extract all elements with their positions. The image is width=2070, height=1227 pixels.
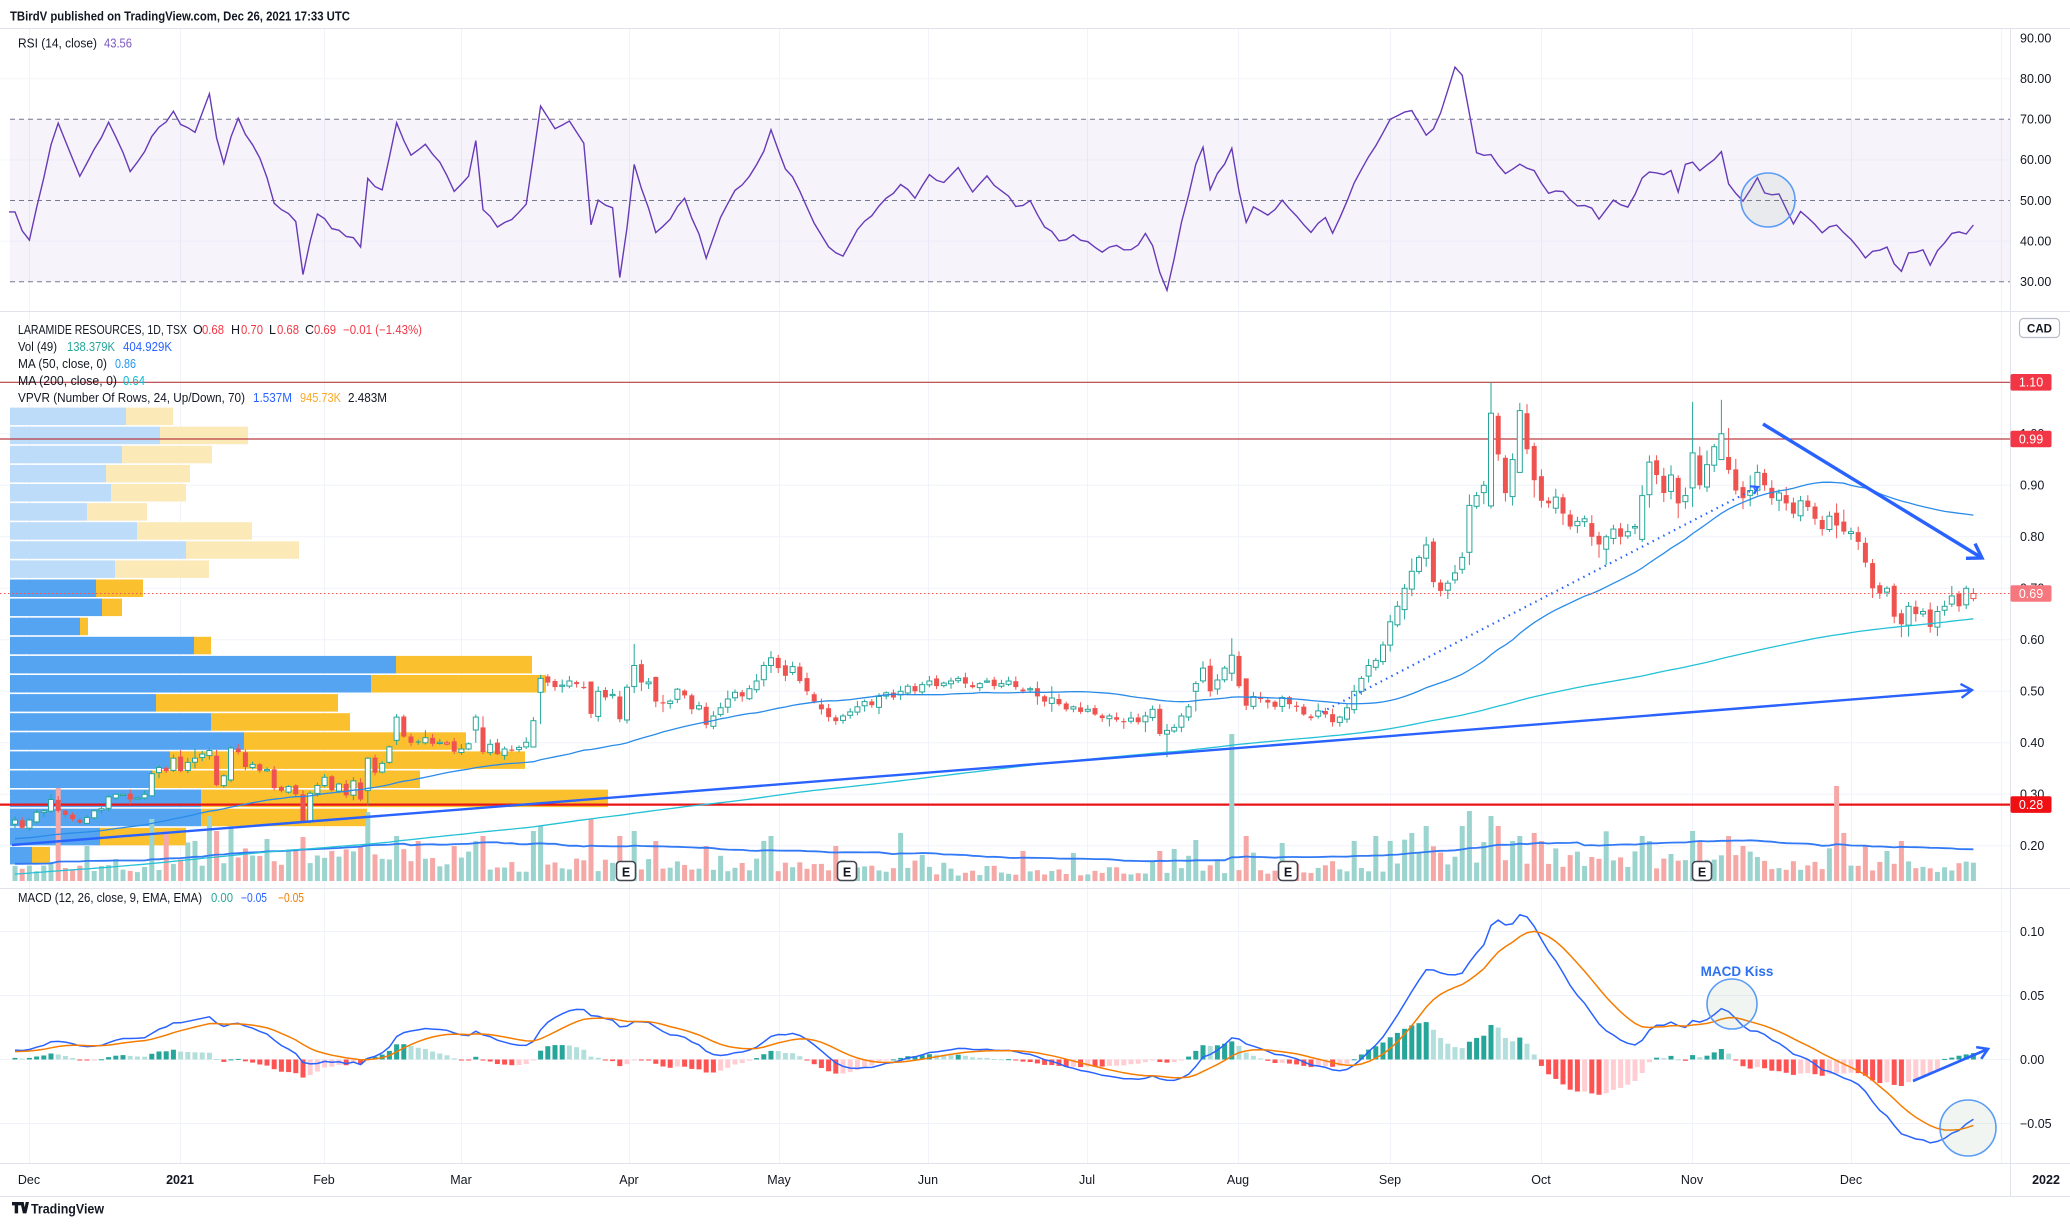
svg-text:0.68: 0.68: [202, 323, 224, 337]
svg-text:O: O: [193, 323, 203, 337]
svg-text:0.69: 0.69: [2019, 587, 2043, 601]
svg-text:May: May: [767, 1173, 791, 1187]
svg-text:0.86: 0.86: [115, 357, 136, 371]
svg-text:2.483M: 2.483M: [348, 391, 387, 405]
svg-text:0.20: 0.20: [2020, 839, 2044, 853]
svg-text:0.90: 0.90: [2020, 479, 2044, 493]
svg-text:−0.05: −0.05: [2020, 1117, 2052, 1131]
svg-text:0.00: 0.00: [211, 891, 233, 905]
svg-text:0.10: 0.10: [2020, 925, 2044, 939]
svg-text:0.99: 0.99: [2019, 432, 2043, 446]
svg-text:LARAMIDE RESOURCES, 1D, TSX: LARAMIDE RESOURCES, 1D, TSX: [18, 323, 188, 337]
svg-text:1.10: 1.10: [2019, 376, 2043, 390]
svg-text:1.537M: 1.537M: [253, 391, 292, 405]
svg-text:Dec: Dec: [1840, 1173, 1862, 1187]
svg-text:0.28: 0.28: [2019, 798, 2043, 812]
svg-text:2022: 2022: [2032, 1173, 2060, 1187]
svg-text:0.40: 0.40: [2020, 736, 2044, 750]
svg-text:0.70: 0.70: [241, 323, 263, 337]
svg-text:Aug: Aug: [1227, 1173, 1249, 1187]
svg-text:0.68: 0.68: [277, 323, 299, 337]
svg-text:0.00: 0.00: [2020, 1053, 2044, 1067]
svg-text:MACD (12, 26, close, 9, EMA, E: MACD (12, 26, close, 9, EMA, EMA): [18, 891, 202, 905]
svg-text:MACD Kiss: MACD Kiss: [1701, 964, 1774, 979]
svg-text:MA (50, close, 0): MA (50, close, 0): [18, 357, 107, 371]
svg-text:60.00: 60.00: [2020, 153, 2051, 167]
svg-text:945.73K: 945.73K: [300, 391, 342, 405]
svg-text:Nov: Nov: [1681, 1173, 1704, 1187]
svg-text:0.60: 0.60: [2020, 633, 2044, 647]
svg-text:−0.05: −0.05: [278, 891, 304, 905]
svg-text:−0.05: −0.05: [241, 891, 267, 905]
svg-text:E: E: [843, 866, 851, 880]
svg-text:0.05: 0.05: [2020, 989, 2044, 1003]
svg-text:0.80: 0.80: [2020, 530, 2044, 544]
svg-text:90.00: 90.00: [2020, 31, 2051, 45]
svg-text:Sep: Sep: [1379, 1173, 1401, 1187]
svg-text:L: L: [269, 323, 276, 337]
svg-text:0.50: 0.50: [2020, 685, 2044, 699]
svg-text:Oct: Oct: [1531, 1173, 1551, 1187]
svg-text:Feb: Feb: [313, 1173, 335, 1187]
svg-text:43.56: 43.56: [104, 36, 132, 50]
svg-text:TBirdV published on TradingVie: TBirdV published on TradingView.com, Dec…: [10, 9, 351, 24]
svg-text:E: E: [1698, 866, 1706, 880]
svg-text:0.64: 0.64: [123, 374, 145, 388]
svg-text:CAD: CAD: [2027, 324, 2052, 336]
svg-text:138.379K: 138.379K: [67, 340, 116, 354]
svg-text:40.00: 40.00: [2020, 234, 2051, 248]
svg-text:Vol (49): Vol (49): [18, 340, 57, 354]
svg-text:2021: 2021: [166, 1173, 194, 1187]
svg-text:50.00: 50.00: [2020, 194, 2051, 208]
svg-text:H: H: [231, 323, 240, 337]
svg-text:TradingView: TradingView: [31, 1202, 104, 1217]
svg-text:70.00: 70.00: [2020, 113, 2051, 127]
svg-text:MA (200, close, 0): MA (200, close, 0): [18, 374, 117, 388]
svg-text:0.69: 0.69: [314, 323, 336, 337]
svg-text:E: E: [622, 866, 630, 880]
svg-text:30.00: 30.00: [2020, 275, 2051, 289]
svg-text:RSI (14, close): RSI (14, close): [18, 36, 97, 50]
svg-text:E: E: [1284, 866, 1292, 880]
svg-text:Mar: Mar: [450, 1173, 472, 1187]
svg-text:Apr: Apr: [619, 1173, 638, 1187]
svg-text:Jul: Jul: [1079, 1173, 1095, 1187]
svg-text:Dec: Dec: [18, 1173, 40, 1187]
svg-text:404.929K: 404.929K: [123, 340, 173, 354]
svg-text:80.00: 80.00: [2020, 72, 2051, 86]
svg-text:C: C: [305, 323, 314, 337]
svg-text:VPVR (Number Of Rows, 24, Up/D: VPVR (Number Of Rows, 24, Up/Down, 70): [18, 391, 245, 405]
svg-text:−0.01 (−1.43%): −0.01 (−1.43%): [343, 323, 422, 337]
svg-text:Jun: Jun: [918, 1173, 938, 1187]
